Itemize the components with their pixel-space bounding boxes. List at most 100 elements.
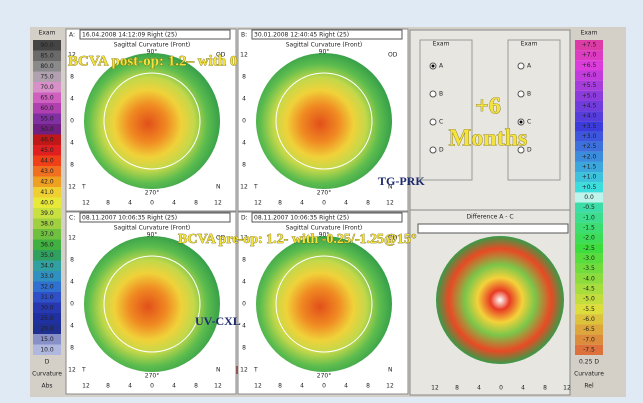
scale-swatch — [33, 344, 61, 355]
scale-swatch — [33, 166, 61, 177]
zone-ring — [275, 255, 373, 353]
axis-right: N — [216, 367, 221, 374]
axis-bottom: 270° — [317, 373, 331, 380]
scale-swatch — [33, 218, 61, 229]
radio[interactable] — [429, 118, 437, 126]
x-tick-label: 4 — [477, 385, 481, 392]
axis-top: 90° — [319, 49, 330, 56]
y-tick-label: 8 — [70, 345, 74, 352]
scale-swatch — [33, 134, 61, 145]
map-title: Sagittal Curvature (Front) — [286, 42, 363, 49]
scale-label: +2.0 — [582, 153, 597, 160]
axis-bottom: 270° — [317, 190, 331, 197]
radio[interactable] — [517, 146, 525, 154]
scale-swatch — [575, 294, 603, 305]
scale-swatch — [575, 50, 603, 61]
scale-footer: Curvature — [574, 371, 604, 378]
scale-label: 44.0 — [40, 157, 54, 164]
y-tick-label: 8 — [70, 257, 74, 264]
scale-swatch — [575, 100, 603, 112]
x-tick-label: 8 — [543, 385, 547, 392]
x-tick-label: 8 — [194, 200, 198, 207]
scale-swatch — [575, 243, 603, 254]
x-tick-label: 8 — [455, 385, 459, 392]
x-tick-label: 0 — [150, 200, 154, 207]
y-tick-label: 4 — [242, 140, 246, 147]
scale-swatch — [33, 271, 61, 282]
scale-label: 34.0 — [40, 262, 54, 269]
panel-letter: C: — [69, 215, 75, 222]
date-dropdown[interactable] — [79, 29, 231, 40]
zone-ring — [103, 72, 201, 170]
radio[interactable] — [429, 90, 437, 98]
x-tick-label: 4 — [344, 200, 348, 207]
scale-label: 20.0 — [40, 325, 54, 332]
scale-swatch — [33, 124, 61, 135]
scale-swatch — [575, 233, 603, 244]
scale-swatch — [575, 273, 603, 284]
panel-letter: D: — [241, 215, 248, 222]
date-text: 08.11.2007 10:06:35 Right (25) — [82, 215, 177, 222]
scale-swatch — [33, 292, 61, 303]
scale-swatch — [575, 182, 603, 193]
x-tick-label: 4 — [521, 385, 525, 392]
scale-label: 75.0 — [40, 73, 54, 80]
scale-swatch — [575, 151, 603, 162]
scale-label: 36.0 — [40, 241, 54, 248]
y-tick-label: 8 — [242, 162, 246, 169]
scale-label: -4.0 — [583, 275, 595, 282]
scale-label: 35.0 — [40, 252, 54, 259]
scale-label: 0.0 — [584, 194, 594, 201]
scale-label: -6.5 — [583, 326, 595, 333]
scale-header: Exam — [581, 30, 598, 37]
scale-swatch — [575, 202, 603, 213]
scale-label: +0.5 — [582, 184, 597, 191]
radio-label: A — [439, 63, 444, 70]
radio-label: C — [439, 119, 443, 126]
scale-swatch — [575, 111, 603, 122]
scale-swatch — [33, 313, 61, 324]
radio-label: D — [439, 147, 444, 154]
panel-letter: A: — [69, 32, 75, 39]
scale-footer: Abs — [41, 383, 52, 390]
exam-box — [419, 39, 473, 181]
y-tick-label: 8 — [70, 74, 74, 81]
axis-left: T — [81, 184, 86, 191]
zone-ring — [275, 72, 373, 170]
y-tick-label: 8 — [242, 257, 246, 264]
radio[interactable] — [517, 62, 525, 70]
scale-swatch — [33, 176, 61, 187]
scale-label: +2.5 — [582, 143, 597, 150]
scale-label: 55.0 — [40, 115, 54, 122]
scale-label: +3.5 — [582, 123, 597, 130]
date-dropdown[interactable] — [251, 212, 403, 223]
scale-label: 43.0 — [40, 168, 54, 175]
scale-label: 15.0 — [40, 336, 54, 343]
difference-dropdown[interactable] — [417, 223, 569, 234]
axis-left: T — [253, 184, 258, 191]
axis-eye: OD — [388, 235, 398, 242]
annotation-months: Months — [449, 126, 528, 152]
x-tick-label: 8 — [106, 383, 110, 390]
date-dropdown[interactable] — [251, 29, 403, 40]
scale-label: 90.0 — [40, 42, 54, 49]
x-tick-label: 8 — [278, 383, 282, 390]
x-tick-label: 0 — [499, 385, 503, 392]
date-dropdown[interactable] — [79, 212, 231, 223]
x-tick-label: 12 — [386, 200, 394, 207]
y-tick-label: 8 — [70, 162, 74, 169]
date-text: 08.11.2007 10:06:35 Right (25) — [254, 215, 349, 222]
radio[interactable] — [429, 146, 437, 154]
radio[interactable] — [517, 90, 525, 98]
x-tick-label: 12 — [214, 200, 222, 207]
x-tick-label: 4 — [300, 383, 304, 390]
scale-swatch — [575, 263, 603, 274]
x-tick-label: 4 — [128, 200, 132, 207]
scale-swatch — [33, 302, 61, 313]
y-tick-label: 8 — [242, 74, 246, 81]
x-tick-label: 8 — [194, 383, 198, 390]
y-tick-label: 4 — [242, 96, 246, 103]
x-tick-label: 8 — [278, 200, 282, 207]
scale-label: 85.0 — [40, 52, 54, 59]
